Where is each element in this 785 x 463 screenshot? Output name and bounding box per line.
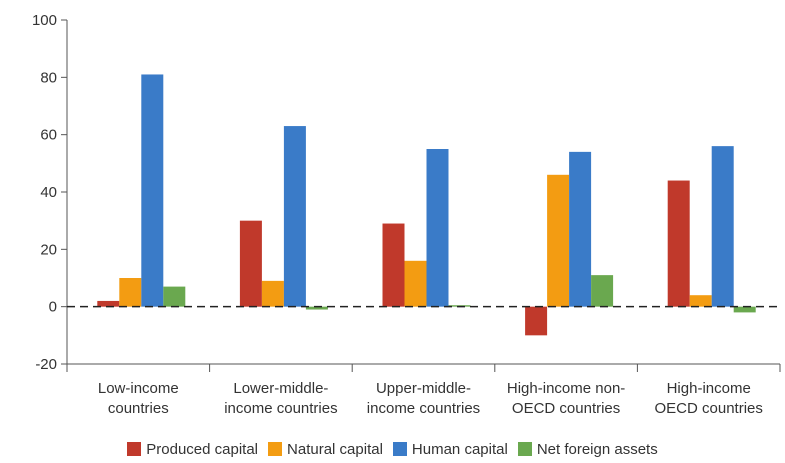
- bar-produced-capital: [239, 220, 262, 307]
- bar-human-capital: [426, 149, 449, 307]
- x-category-label: income countries: [224, 400, 337, 417]
- y-tick-label: 0: [49, 299, 57, 316]
- x-category-label: OECD countries: [512, 400, 620, 417]
- chart-bars: [97, 74, 756, 336]
- x-category-label: OECD countries: [655, 400, 763, 417]
- bar-natural-capital: [261, 280, 284, 307]
- bar-produced-capital: [97, 300, 120, 307]
- legend-item: Human capital: [392, 440, 508, 458]
- bar-net-foreign-assets: [163, 286, 186, 307]
- bar-natural-capital: [119, 278, 142, 307]
- bar-net-foreign-assets: [733, 306, 756, 313]
- bar-net-foreign-assets: [305, 306, 328, 310]
- legend-label: Human capital: [411, 440, 508, 458]
- y-tick-label: 20: [40, 241, 57, 258]
- x-category-label: High-income non-: [507, 380, 625, 397]
- bar-human-capital: [283, 126, 306, 307]
- x-category-label: income countries: [367, 400, 480, 417]
- bar-produced-capital: [525, 306, 548, 336]
- legend-swatch: [268, 442, 283, 456]
- y-tick-label: 80: [40, 69, 57, 86]
- legend-label: Produced capital: [146, 440, 259, 458]
- y-tick-label: 100: [32, 12, 57, 29]
- bar-natural-capital: [547, 174, 570, 307]
- x-category-label: Low-income: [98, 380, 179, 397]
- bar-produced-capital: [382, 223, 405, 307]
- bar-net-foreign-assets: [591, 275, 614, 307]
- chart-axes: [61, 19, 781, 372]
- legend-item: Natural capital: [268, 441, 383, 458]
- bar-human-capital: [141, 74, 164, 307]
- legend-item: Net foreign assets: [517, 440, 658, 458]
- bar-human-capital: [711, 146, 734, 307]
- y-tick-label: 40: [40, 184, 57, 201]
- x-category-label: High-income: [667, 380, 751, 397]
- bar-natural-capital: [404, 260, 427, 307]
- chart-labels: -20 0 20 40 60 80 100 Low-income countries Lower-…: [32, 12, 763, 417]
- bar-natural-capital: [689, 295, 712, 307]
- chart-legend: Produced capital Natural capital Human cap…: [0, 438, 785, 460]
- bar-produced-capital: [667, 180, 690, 307]
- y-tick-label: -20: [35, 356, 57, 373]
- bar-human-capital: [569, 151, 592, 307]
- legend-label: Natural capital: [287, 440, 383, 458]
- legend-swatch: [517, 442, 532, 456]
- x-category-label: countries: [108, 400, 169, 417]
- legend-swatch: [127, 442, 142, 456]
- legend-swatch: [392, 442, 407, 456]
- legend-item: Produced capital: [127, 441, 258, 458]
- x-category-label: Upper-middle-: [376, 380, 471, 397]
- y-tick-label: 60: [40, 127, 57, 144]
- legend-label: Net foreign assets: [536, 440, 658, 458]
- x-category-label: Lower-middle-: [233, 380, 328, 397]
